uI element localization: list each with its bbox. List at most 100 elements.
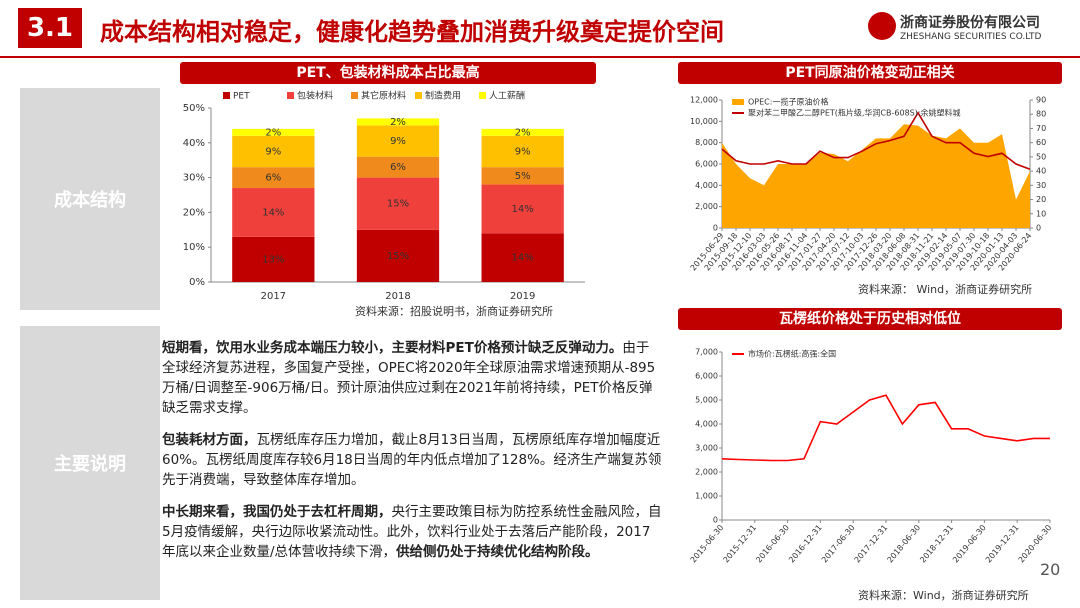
x-tick-label: 2019-06-30 [951,523,988,564]
y-tick-label: 90 [1036,96,1046,105]
y-tick-label: 6,000 [695,160,718,169]
x-tick-label: 2018-06-30 [885,523,922,564]
legend-swatch [287,92,294,99]
source-note: 资料来源：Wind，浙商证券研究所 [858,588,1029,602]
chart: 0 1,000 2,000 3,000 4,000 5,000 6,000 7,000 2015… [689,348,1054,603]
value-label: 14% [262,207,284,218]
y-tick-label: 6,000 [695,372,718,381]
line [721,394,1050,462]
legend-label: PET [233,92,250,102]
value-label: 15% [387,199,409,210]
y-tick-label: 0 [713,224,718,233]
y-tick-label: 0 [1036,224,1041,233]
bar-segment [356,156,440,178]
y-tick-label: 0% [189,277,205,288]
y-tick-label: 10% [183,242,205,253]
bar-segment [232,236,315,282]
y-tick-label: 70 [1036,124,1046,133]
legend-label: 包装材料 [297,90,333,102]
legend-label: 其它原材料 [361,90,406,102]
text-run: 供给侧仍处于持续优化结构阶段。 [396,544,599,560]
source-note: 资料来源： Wind，浙商证券研究所 [858,282,1032,296]
x-tick-label: 2017 [261,291,286,302]
legend-label: 聚对苯二甲酸乙二醇PET(瓶片级,华润CB-608S):余姚塑料城 [748,108,961,118]
y-tick-label: 4,000 [695,181,718,190]
text-run: 包装耗材方面， [162,432,257,448]
value-label: 2% [265,127,281,138]
value-label: 9% [390,136,406,147]
logo [868,12,896,40]
source-note: 资料来源：招股说明书，浙商证券研究所 [355,304,553,318]
y-tick-label: 5,000 [695,396,718,405]
paragraph: 短期看，饮用水业务成本端压力较小，主要材料PET价格预计缺乏反弹动力。由于全球经… [162,338,662,418]
slide-title: 成本结构相对稳定，健康化趋势叠加消费升级奠定提价空间 [100,18,724,46]
bar-segment [232,135,315,168]
value-label: 2% [515,127,531,138]
legend-swatch [415,92,422,99]
y-tick-label: 20 [1036,195,1046,204]
y-tick-label: 4,000 [695,420,718,429]
x-tick-label: 2018-12-31 [918,523,955,564]
bar-segment [232,128,315,136]
section-number: 3.1 [18,8,82,48]
value-label: 6% [390,162,406,173]
paragraph: 中长期来看，我国仍处于去杠杆周期，央行主要政策目标为防控系统性金融风险，自5月疫… [162,502,662,562]
x-tick-label: 2017-12-31 [853,523,890,564]
legend-label: OPEC:一揽子原油价格 [748,97,828,107]
bar-segment [356,177,440,230]
page-number: 20 [1040,560,1061,579]
x-tick-label: 2016-06-30 [754,523,791,564]
chart: 0% 10% 20% 30% 40% 50% PET 包装材料 其它原材料 制造费用 人工薪酬 201… [183,90,585,318]
bar-segment [356,125,440,157]
x-tick-label: 2015-12-31 [721,523,758,564]
x-tick-label: 2015-06-30 [689,523,726,564]
y-tick-label: 12,000 [690,96,718,105]
y-tick-label: 10 [1036,209,1046,218]
y-tick-label: 3,000 [695,444,718,453]
legend-swatch [479,92,486,99]
bar-segment [481,233,564,282]
line [721,111,1031,171]
y-tick-label: 40 [1036,167,1046,176]
y-tick-label: 0 [713,516,718,525]
legend-swatch [223,92,230,99]
y-tick-label: 30% [183,173,205,184]
bar-segment [232,167,315,189]
x-tick-label: 2019 [510,291,535,302]
bar-segment [481,135,564,168]
y-tick-label: 2,000 [695,202,718,211]
text-run: 短期看，饮用水业务成本端压力较小，主要材料PET价格预计缺乏反弹动力。 [162,340,623,356]
text-run: 中长期来看，我国仍处于去杠杆周期， [162,504,392,520]
y-tick-label: 20% [183,207,205,218]
area [722,124,1030,228]
header-band [0,0,1080,58]
panel-heading: PET同原油价格变动正相关 [678,62,1062,84]
side-label: 成本结构 [20,88,160,310]
bar-segment [356,118,440,126]
text-run: 央行主要政策目标为防控系统性金融风险，自5月疫情缓解，央行边际收紧流动性。此外，… [162,504,662,560]
paragraph: 包装耗材方面，瓦楞纸库存压力增加，截止8月13日当周，瓦楞原纸库存增加幅度近60… [162,430,662,490]
company-name: 浙商证券股份有限公司 [900,15,1040,31]
bar-segment [356,229,440,282]
legend-swatch [732,99,744,105]
text-block: 短期看，饮用水业务成本端压力较小，主要材料PET价格预计缺乏反弹动力。由于全球经… [162,338,662,574]
bar-segment [232,188,315,237]
x-tick-label: 2017-06-30 [820,523,857,564]
company-en: ZHESHANG SECURITIES CO.LTD [900,32,1042,42]
y-tick-label: 10,000 [690,117,718,126]
side-label: 主要说明 [20,326,160,600]
x-tick-label: 2018 [385,291,410,302]
x-tick-label: 2020-06-30 [1017,523,1054,564]
y-tick-label: 30 [1036,181,1046,190]
bar-segment [481,184,564,234]
chart: 0 2,000 4,000 6,000 8,000 10,000 12,000 0 10 20 30… [689,96,1047,297]
bar-segment [481,167,564,185]
x-tick-label: 2016-12-31 [787,523,824,564]
y-tick-label: 50 [1036,152,1046,161]
value-label: 9% [515,147,531,158]
text-run: 瓦楞纸库存压力增加，截止8月13日当周，瓦楞原纸库存增加幅度近60%。瓦楞纸周度… [162,432,662,488]
value-label: 6% [265,173,281,184]
y-tick-label: 50% [183,103,205,114]
value-label: 14% [512,204,534,215]
value-label: 5% [515,171,531,182]
